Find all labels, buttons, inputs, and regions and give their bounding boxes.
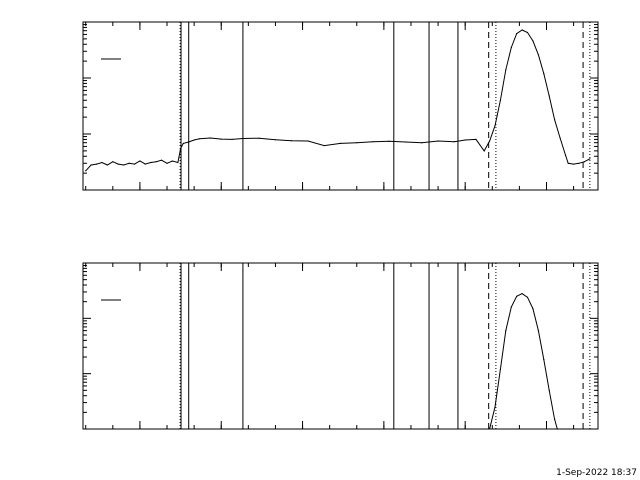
data-point	[494, 125, 496, 127]
data-point	[537, 54, 540, 56]
data-point	[106, 164, 108, 166]
data-point	[96, 163, 98, 165]
data-point	[356, 142, 358, 144]
data-point	[589, 158, 591, 160]
data-point	[112, 161, 114, 163]
data-point	[323, 145, 325, 147]
data-point	[532, 40, 534, 42]
data-point	[155, 161, 157, 163]
data-point	[526, 31, 529, 34]
data-point	[583, 161, 586, 163]
data-point	[578, 162, 580, 164]
data-point	[464, 139, 466, 141]
data-point	[180, 147, 182, 150]
data-point	[543, 358, 545, 361]
data-point	[499, 368, 501, 370]
data-point	[510, 306, 512, 308]
data-point	[516, 33, 518, 35]
panel-hi	[82, 262, 599, 430]
plot-frame	[82, 262, 599, 430]
data-point	[144, 163, 146, 165]
data-point	[274, 139, 276, 141]
data-point	[85, 170, 87, 172]
data-point	[90, 164, 92, 166]
data-point	[231, 138, 233, 140]
data-point	[242, 137, 244, 140]
data-point	[161, 159, 163, 161]
data-point	[182, 142, 184, 144]
data-point	[437, 140, 439, 142]
data-point	[559, 137, 561, 139]
data-point	[209, 137, 211, 139]
data-point	[307, 140, 309, 142]
data-point	[166, 162, 168, 164]
data-point	[220, 138, 222, 140]
data-point	[258, 137, 260, 139]
data-point	[405, 141, 407, 143]
footer-timestamp: 1-Sep-2022 18:37	[556, 468, 637, 478]
data-point	[499, 99, 501, 101]
data-point	[573, 163, 575, 165]
data-point	[516, 295, 518, 297]
data-point	[548, 389, 550, 391]
data-point	[101, 161, 103, 164]
data-point	[475, 138, 477, 140]
data-point	[537, 330, 540, 332]
data-point	[548, 95, 550, 97]
data-point	[291, 140, 293, 142]
plot-frame	[82, 21, 599, 191]
data-point	[521, 29, 523, 31]
panel-lo	[82, 21, 599, 191]
data-point	[193, 139, 195, 141]
data-point	[339, 142, 342, 144]
data-point	[421, 142, 423, 144]
data-point	[510, 46, 512, 49]
data-point	[532, 308, 534, 310]
data-point	[171, 160, 173, 162]
data-point	[554, 119, 556, 121]
data-point	[177, 161, 179, 164]
data-point	[128, 162, 130, 164]
data-point	[453, 141, 455, 143]
data-point	[505, 69, 507, 71]
data-point	[494, 406, 496, 408]
data-point	[489, 140, 491, 142]
data-point	[521, 293, 523, 295]
data-point	[556, 428, 558, 430]
data-point	[388, 140, 390, 142]
data-point	[188, 141, 190, 143]
data-point	[123, 164, 125, 166]
data-point	[554, 418, 556, 420]
series-line-0	[85, 29, 591, 172]
data-point	[372, 141, 374, 143]
data-point	[483, 150, 485, 152]
data-point	[505, 330, 507, 332]
series-line-0	[489, 293, 558, 430]
data-point	[199, 138, 201, 140]
data-point	[150, 161, 152, 164]
data-point	[526, 296, 529, 298]
data-point	[543, 73, 545, 75]
data-point	[117, 163, 119, 165]
data-point	[489, 428, 491, 430]
data-point	[139, 160, 141, 162]
data-point	[133, 163, 136, 165]
data-point	[567, 162, 569, 164]
data-point	[564, 154, 567, 156]
